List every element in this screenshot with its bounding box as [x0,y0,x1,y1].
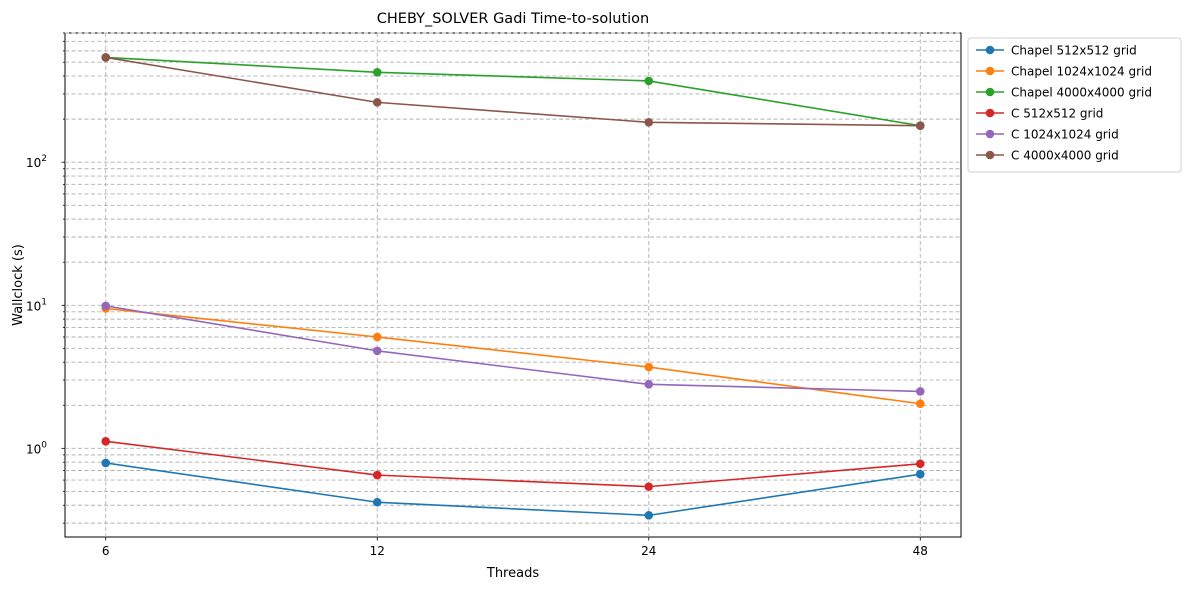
legend-item: C 4000x4000 grid [976,149,1119,163]
legend-item: Chapel 512x512 grid [976,44,1137,58]
x-tick-label: 6 [102,544,110,558]
y-axis-label: Wallclock (s) [11,244,26,326]
legend-item: C 512x512 grid [976,107,1103,121]
x-tick-label: 24 [641,544,656,558]
legend-swatch-marker [985,129,995,139]
data-point [101,458,111,468]
series-c-4000x4000-grid [101,53,925,130]
data-point [644,380,654,389]
data-point [372,497,382,507]
data-point [101,301,111,311]
data-point [644,511,654,520]
series-line [105,440,921,488]
data-point [915,387,925,396]
legend-swatch-marker [985,45,995,55]
legend-label: C 4000x4000 grid [1011,149,1119,163]
legend-box [967,37,1182,173]
y-tick-label: 102 [26,154,47,170]
series-line [105,307,921,405]
data-point [101,53,111,62]
series-chapel-1024x1024-grid [101,304,925,409]
data-point [372,332,382,342]
data-point [644,362,654,372]
y-tick-label: 101 [26,297,47,313]
data-point [644,482,654,491]
plot-area [64,32,962,538]
legend-swatch-marker [985,150,995,160]
data-point [101,436,111,446]
series-chapel-4000x4000-grid [101,53,925,130]
legend-item: Chapel 1024x1024 grid [976,65,1152,79]
data-point [644,76,654,86]
legend-swatch-marker [985,87,995,97]
data-point [372,68,382,77]
legend-swatch-marker [985,66,995,76]
x-axis-label: Threads [486,566,539,581]
series-line [105,462,921,517]
data-point [915,459,925,469]
series-c-1024x1024-grid [101,301,925,396]
legend-label: Chapel 512x512 grid [1011,44,1137,58]
data-point [644,118,654,127]
series-line [105,56,921,127]
data-point [372,98,382,107]
data-point [915,399,925,409]
grid-lines [65,32,961,537]
y-tick-label: 100 [26,440,47,456]
data-point [915,121,925,130]
legend-label: C 512x512 grid [1011,107,1103,121]
legend-swatch-marker [985,108,995,118]
series-chapel-512x512-grid [101,458,925,520]
x-tick-label: 48 [913,544,928,558]
data-point [372,346,382,356]
chart-title: CHEBY_SOLVER Gadi Time-to-solution [377,11,649,27]
series-line [105,305,921,393]
x-tick-label: 12 [370,544,385,558]
legend-label: C 1024x1024 grid [1011,128,1119,142]
series-c-512x512-grid [101,436,925,491]
legend-label: Chapel 4000x4000 grid [1011,86,1152,100]
axes: 6 12 24 48 100 101 102 [26,32,928,558]
legend: Chapel 512x512 grid Chapel 1024x1024 grid… [967,37,1182,173]
series-lines [101,53,925,520]
legend-label: Chapel 1024x1024 grid [1011,65,1152,79]
legend-item: Chapel 4000x4000 grid [976,86,1152,100]
data-point [372,470,382,480]
legend-item: C 1024x1024 grid [976,128,1119,142]
data-point [915,469,925,479]
series-line [105,56,921,127]
